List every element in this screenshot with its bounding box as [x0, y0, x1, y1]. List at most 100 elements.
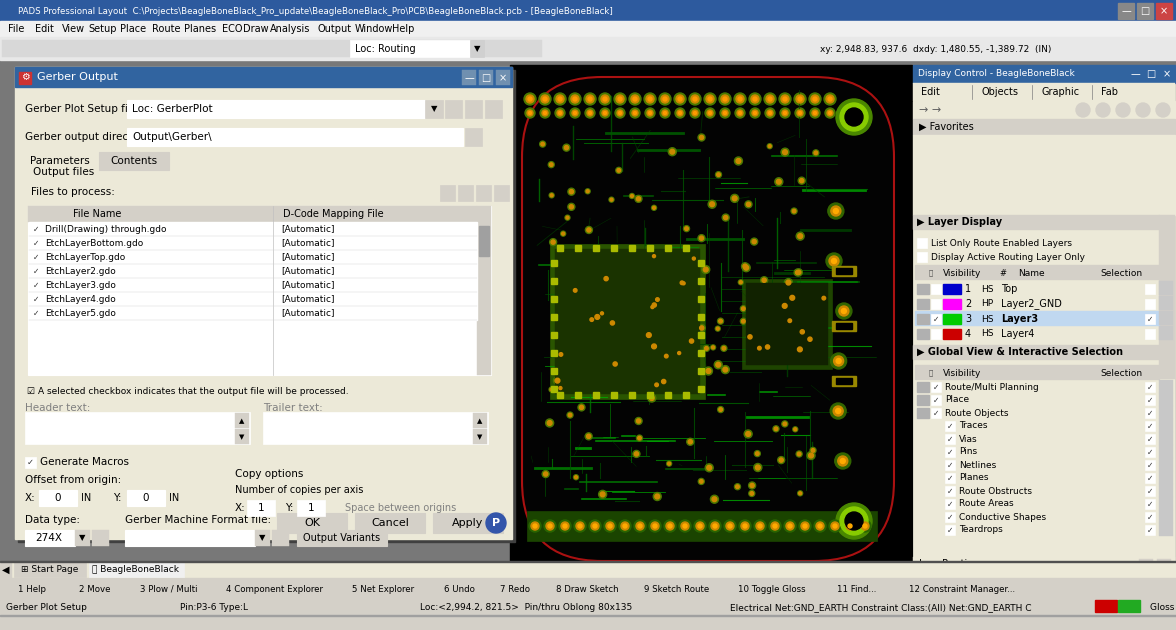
- Circle shape: [783, 97, 787, 101]
- Circle shape: [648, 394, 656, 402]
- Circle shape: [735, 108, 746, 118]
- Circle shape: [653, 206, 655, 209]
- Text: ✓: ✓: [1147, 500, 1154, 508]
- Circle shape: [564, 215, 570, 220]
- Circle shape: [790, 295, 795, 300]
- Text: Gerber Machine Format file:: Gerber Machine Format file:: [125, 515, 272, 525]
- Bar: [946, 525, 955, 535]
- Circle shape: [786, 280, 790, 285]
- Circle shape: [667, 461, 671, 466]
- Text: ▶ Global View & Interactive Selection: ▶ Global View & Interactive Selection: [917, 347, 1123, 357]
- Bar: [1145, 473, 1155, 483]
- Circle shape: [604, 277, 608, 281]
- Circle shape: [766, 108, 775, 118]
- Circle shape: [668, 462, 670, 465]
- Circle shape: [588, 112, 592, 115]
- Circle shape: [730, 194, 739, 202]
- Circle shape: [741, 306, 747, 312]
- Text: ✓: ✓: [1147, 525, 1154, 534]
- Bar: [1145, 284, 1155, 294]
- Bar: [476, 185, 492, 201]
- Bar: [1160, 406, 1172, 419]
- Circle shape: [744, 430, 753, 438]
- Circle shape: [710, 495, 719, 503]
- Circle shape: [796, 451, 802, 457]
- Text: ✓: ✓: [933, 382, 940, 391]
- Text: 1: 1: [965, 284, 971, 294]
- Circle shape: [818, 524, 822, 528]
- Circle shape: [828, 97, 831, 101]
- Text: Conductive Shapes: Conductive Shapes: [958, 512, 1047, 522]
- Circle shape: [737, 110, 743, 116]
- Text: Layer4: Layer4: [1001, 329, 1035, 339]
- Circle shape: [636, 197, 641, 201]
- Text: Data type:: Data type:: [25, 515, 80, 525]
- Circle shape: [612, 360, 619, 367]
- Text: X:: X:: [235, 503, 246, 513]
- Text: Fab: Fab: [1101, 87, 1118, 97]
- Circle shape: [540, 141, 546, 147]
- Circle shape: [716, 327, 720, 330]
- Circle shape: [649, 520, 661, 532]
- Circle shape: [633, 97, 637, 101]
- Text: Loc: Routing: Loc: Routing: [918, 559, 980, 569]
- Bar: [225, 472, 475, 532]
- Bar: [593, 392, 599, 398]
- Circle shape: [532, 522, 539, 530]
- Circle shape: [587, 110, 593, 116]
- Circle shape: [666, 522, 674, 530]
- Circle shape: [557, 386, 563, 391]
- Circle shape: [744, 201, 751, 208]
- Text: ✓: ✓: [1147, 314, 1154, 323]
- Circle shape: [584, 93, 596, 105]
- Circle shape: [653, 303, 656, 307]
- Circle shape: [580, 405, 583, 410]
- Circle shape: [700, 479, 703, 483]
- Circle shape: [807, 452, 815, 459]
- Text: Y:: Y:: [113, 493, 121, 503]
- Circle shape: [764, 93, 776, 105]
- Bar: [946, 486, 955, 496]
- Text: Vias: Vias: [958, 435, 977, 444]
- Circle shape: [799, 177, 806, 184]
- Circle shape: [652, 344, 656, 349]
- Bar: [647, 245, 653, 251]
- Circle shape: [602, 110, 608, 116]
- Circle shape: [663, 353, 669, 359]
- Bar: [699, 332, 704, 338]
- Circle shape: [650, 302, 657, 309]
- Bar: [1145, 299, 1155, 309]
- Bar: [92, 530, 109, 546]
- Circle shape: [766, 345, 769, 349]
- Bar: [946, 499, 955, 509]
- Circle shape: [779, 458, 783, 462]
- Bar: [127, 128, 463, 146]
- Circle shape: [766, 95, 774, 103]
- Bar: [915, 311, 1160, 325]
- Text: Route Obstructs: Route Obstructs: [958, 486, 1033, 496]
- Circle shape: [600, 492, 604, 496]
- Circle shape: [741, 522, 749, 530]
- Bar: [0, 37, 1176, 60]
- Circle shape: [548, 524, 552, 528]
- Bar: [15, 67, 512, 539]
- Circle shape: [632, 95, 639, 103]
- Text: View: View: [61, 24, 85, 34]
- Circle shape: [587, 228, 592, 232]
- Bar: [355, 513, 425, 533]
- Circle shape: [800, 329, 804, 334]
- Bar: [831, 321, 856, 331]
- Text: Place: Place: [120, 24, 147, 34]
- Bar: [255, 530, 270, 546]
- Circle shape: [750, 238, 757, 245]
- Text: ✓: ✓: [947, 512, 954, 522]
- Bar: [1145, 525, 1155, 535]
- Bar: [19, 72, 31, 84]
- Bar: [1145, 395, 1155, 405]
- Circle shape: [688, 440, 693, 444]
- Circle shape: [542, 471, 549, 478]
- Text: Display Control - BeagleBoneBlack: Display Control - BeagleBoneBlack: [918, 69, 1075, 79]
- Circle shape: [858, 520, 871, 532]
- Circle shape: [589, 520, 601, 532]
- Circle shape: [683, 524, 687, 528]
